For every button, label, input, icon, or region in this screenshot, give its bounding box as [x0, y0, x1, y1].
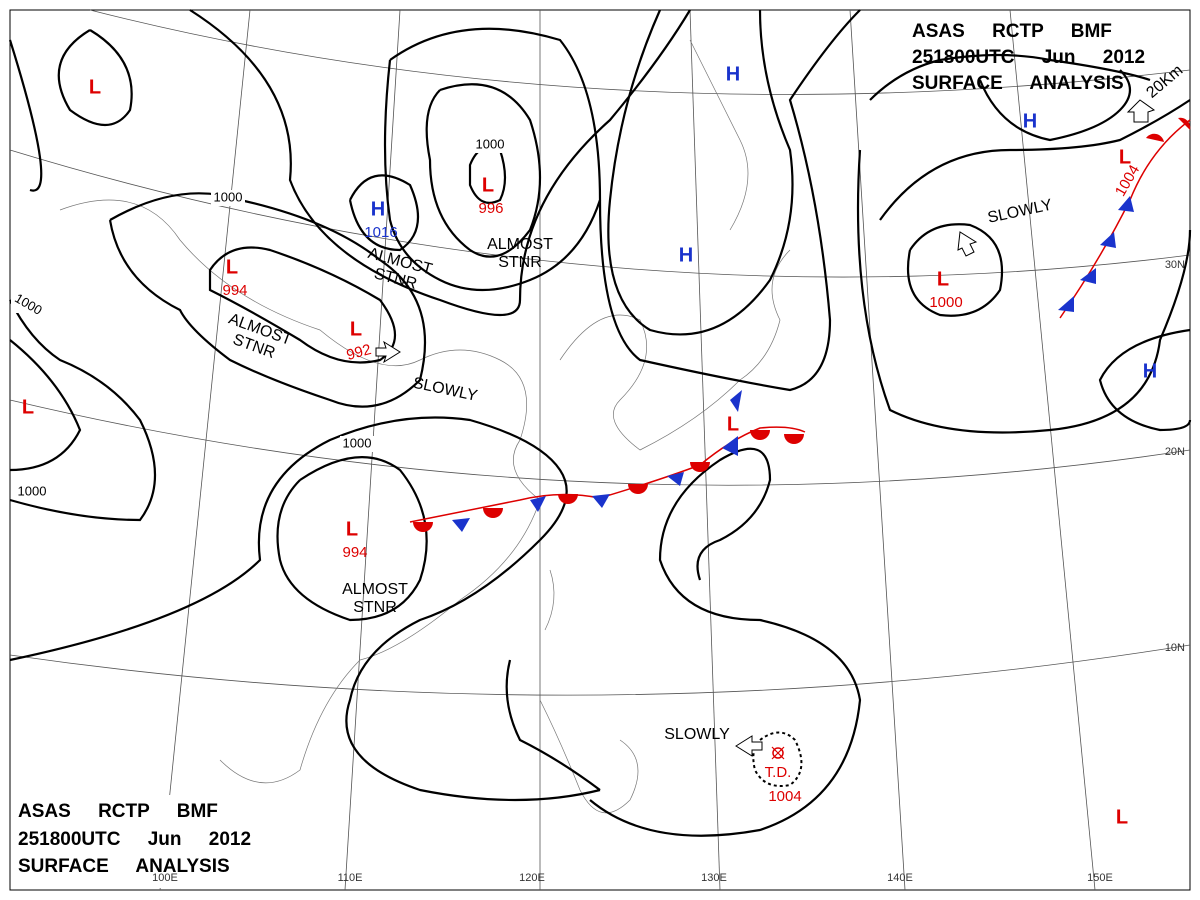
td-pressure: 1004 — [768, 788, 801, 805]
motion-arrows — [375, 99, 1156, 757]
td-symbol — [771, 746, 785, 760]
pressure-center-value: 994 — [342, 544, 367, 561]
pressure-center-symbol: H — [679, 244, 693, 266]
pressure-center-symbol: L — [350, 318, 362, 340]
pressure-center-symbol: L — [937, 268, 949, 290]
graticule — [9, 9, 1191, 891]
pressure-center-symbol: L — [1119, 146, 1131, 168]
isobar-label-bg — [473, 137, 507, 153]
pressure-center-value: 994 — [222, 282, 247, 299]
latitude-label: 20N — [1165, 446, 1185, 458]
header-bottom-left: ASAS RCTP BMF 251800UTC Jun 2012 SURFACE… — [12, 795, 292, 888]
pressure-center-symbol: H — [371, 198, 385, 220]
header-line: ASAS RCTP BMF — [912, 21, 1112, 42]
pressure-center-value: 1000 — [929, 294, 962, 311]
header-line: 251800UTC Jun 2012 — [912, 47, 1145, 68]
longitude-label: 140E — [887, 872, 913, 884]
header-top-right: ASAS RCTP BMF 251800UTC Jun 2012 SURFACE… — [912, 21, 1145, 94]
isobar-label: 1000 — [476, 136, 505, 151]
isobar-label: 1000 — [343, 435, 372, 450]
pressure-center-symbol: L — [482, 174, 494, 196]
pressure-center-symbol: L — [226, 256, 238, 278]
coastlines — [59, 39, 791, 814]
longitude-label: 120E — [519, 872, 545, 884]
pressure-center-symbol: H — [1143, 360, 1157, 382]
header-line: SURFACE ANALYSIS — [18, 856, 230, 877]
td-label: T.D. — [765, 764, 792, 781]
longitude-label: 130E — [701, 872, 727, 884]
pressure-center-value: 996 — [478, 200, 503, 217]
pressure-center-symbol: L — [727, 413, 739, 435]
pressure-center-symbol: L — [1116, 806, 1128, 828]
pressure-center-value: 1016 — [364, 224, 397, 241]
fronts — [409, 117, 1191, 532]
isobar-label-bg — [11, 297, 45, 313]
motion-label: ALMOST — [487, 236, 553, 253]
isobar-label-bg — [340, 436, 374, 452]
pressure-center-symbol: L — [89, 76, 101, 98]
longitude-label: 150E — [1087, 872, 1113, 884]
pressure-center-symbol: L — [22, 396, 34, 418]
motion-label: SLOWLY — [664, 726, 730, 743]
header-line: ASAS RCTP BMF — [18, 801, 218, 822]
latitude-label: 10N — [1165, 642, 1185, 654]
isobar-label: 1000 — [18, 483, 47, 498]
isobars — [8, 9, 1192, 837]
pressure-center-symbol: H — [726, 63, 740, 85]
td-outline — [752, 731, 803, 787]
longitude-label: 100E — [152, 872, 178, 884]
longitude-label: 110E — [338, 872, 363, 884]
latitude-label: 30N — [1165, 259, 1185, 271]
pressure-center-value: 992 — [345, 341, 374, 364]
motion-label: STNR — [353, 599, 397, 616]
motion-label: ALMOST — [342, 581, 408, 598]
isobar-label: 1000 — [214, 189, 243, 204]
header-line: SURFACE ANALYSIS — [912, 73, 1124, 94]
motion-label: STNR — [498, 254, 542, 271]
map-frame — [9, 9, 1191, 891]
isobar-label-bg — [211, 190, 245, 206]
isobar-label-bg — [15, 484, 49, 500]
pressure-center-symbol: L — [346, 518, 358, 540]
pressure-center-symbol: H — [1023, 110, 1037, 132]
header-line: 251800UTC Jun 2012 — [18, 829, 251, 850]
